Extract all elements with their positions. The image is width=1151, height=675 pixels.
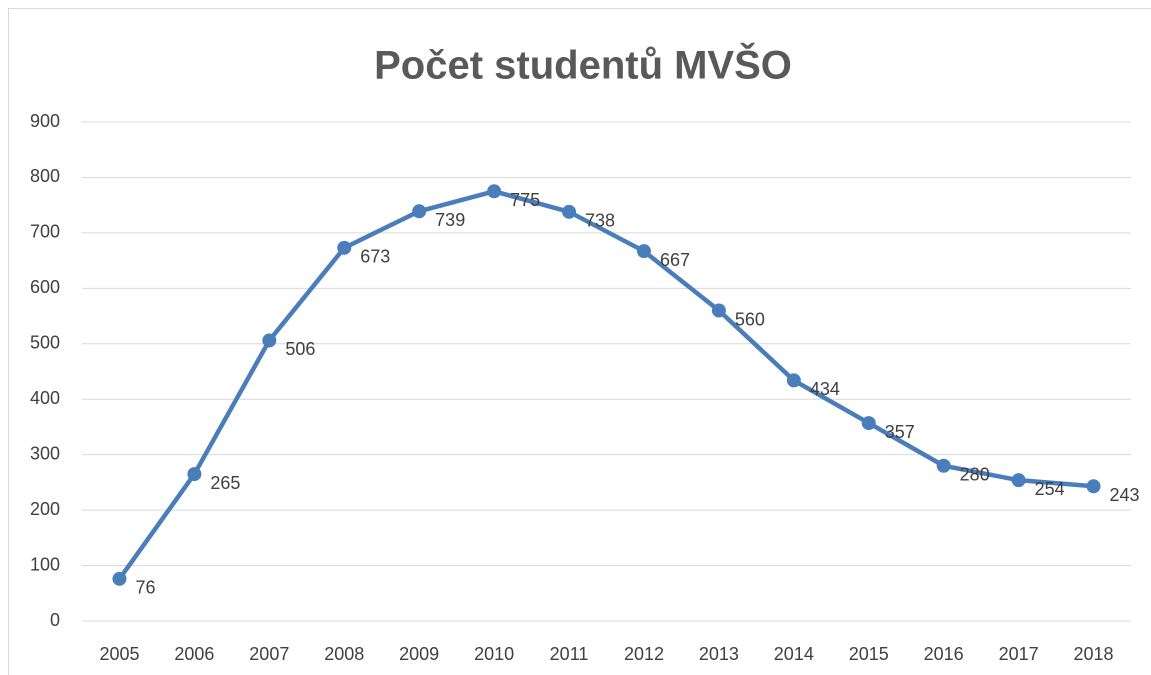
data-label: 265: [210, 473, 240, 493]
marker: [936, 458, 951, 473]
y-tick-label: 400: [30, 388, 60, 408]
marker: [187, 467, 202, 482]
y-tick-label: 600: [30, 277, 60, 297]
y-tick-label: 700: [30, 222, 60, 242]
data-label: 76: [135, 578, 155, 598]
x-tick-label: 2009: [399, 644, 439, 664]
marker: [786, 373, 801, 388]
x-tick-label: 2014: [774, 644, 814, 664]
data-label: 254: [1035, 479, 1065, 499]
chart-border: [8, 8, 1151, 675]
marker: [412, 204, 427, 219]
x-tick-label: 2011: [550, 644, 589, 664]
y-tick-label: 300: [30, 443, 60, 463]
marker: [861, 416, 876, 431]
x-tick-label: 2012: [624, 644, 664, 664]
x-tick-label: 2016: [924, 644, 964, 664]
x-tick-label: 2017: [999, 644, 1039, 664]
data-label: 357: [885, 422, 915, 442]
x-tick-label: 2008: [324, 644, 364, 664]
x-tick-label: 2018: [1074, 644, 1114, 664]
y-tick-label: 800: [30, 166, 60, 186]
marker: [487, 184, 502, 199]
x-tick-label: 2010: [474, 644, 514, 664]
marker: [337, 240, 352, 255]
data-label: 560: [735, 309, 765, 329]
data-label: 667: [660, 250, 690, 270]
data-label: 280: [960, 465, 990, 485]
marker: [1086, 479, 1101, 494]
y-tick-label: 500: [30, 333, 60, 353]
data-label: 506: [285, 339, 315, 359]
data-label: 673: [360, 247, 390, 267]
y-tick-label: 0: [50, 610, 60, 630]
data-label: 243: [1110, 485, 1140, 505]
x-tick-label: 2015: [849, 644, 889, 664]
marker: [262, 333, 277, 348]
marker: [636, 244, 651, 259]
x-tick-label: 2005: [99, 644, 139, 664]
data-label: 775: [510, 190, 540, 210]
chart-title: Počet studentů MVŠO: [374, 42, 792, 88]
marker: [1011, 473, 1026, 488]
y-tick-label: 900: [30, 111, 60, 131]
x-tick-label: 2006: [174, 644, 214, 664]
data-label: 739: [435, 210, 465, 230]
y-tick-label: 100: [30, 554, 60, 574]
marker: [112, 571, 127, 586]
marker: [562, 204, 577, 219]
data-label: 434: [810, 379, 840, 399]
series-line: [117, 189, 1094, 581]
y-tick-label: 200: [30, 499, 60, 519]
x-tick-label: 2007: [249, 644, 289, 664]
marker: [711, 303, 726, 318]
x-tick-label: 2013: [699, 644, 739, 664]
data-label: 738: [585, 211, 615, 231]
